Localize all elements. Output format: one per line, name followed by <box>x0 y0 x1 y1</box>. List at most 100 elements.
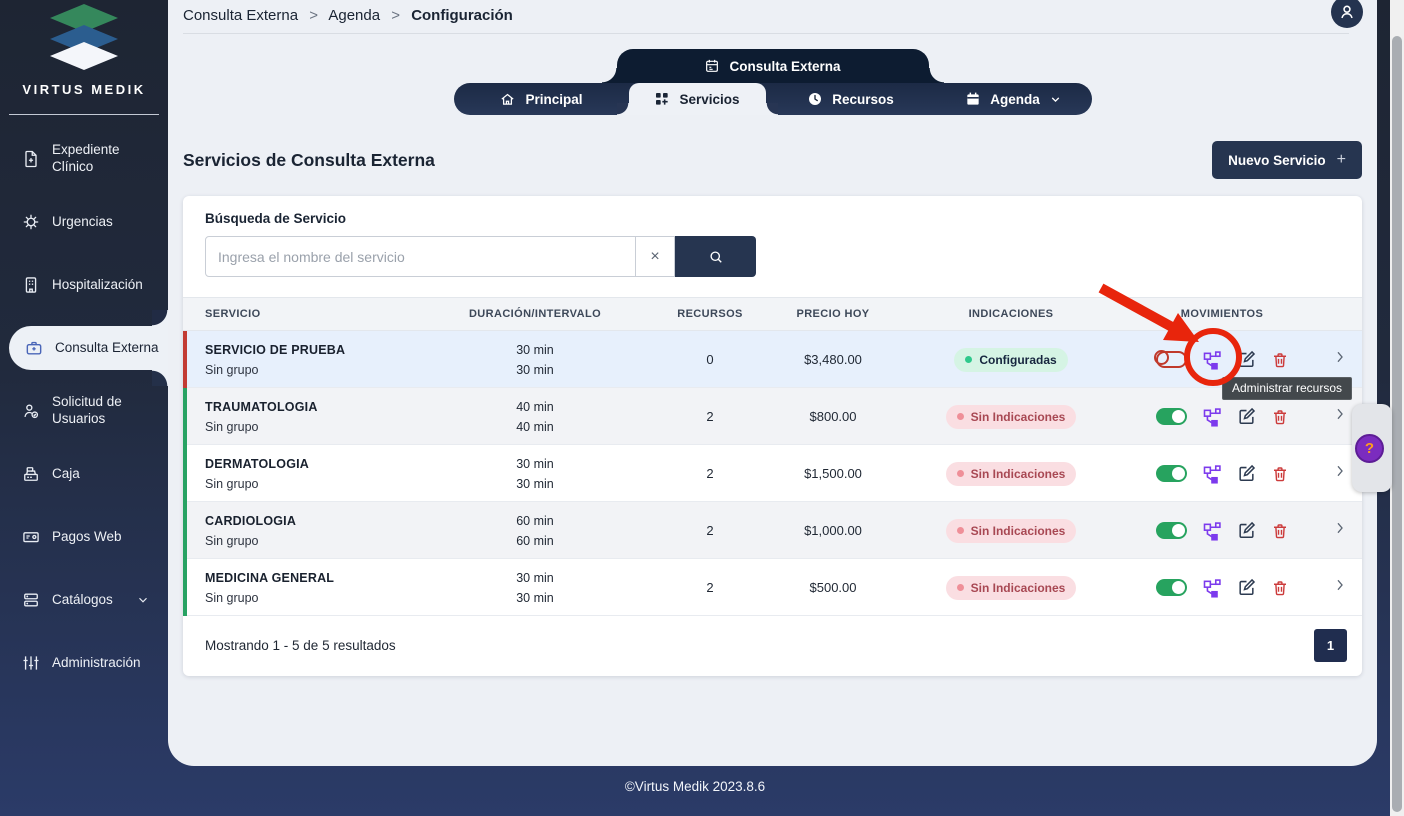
clear-search-button[interactable]: × <box>636 236 675 277</box>
search-input[interactable] <box>205 236 636 277</box>
module-tabs: Consulta Externa Principal Servicios Rec… <box>168 49 1377 115</box>
status-toggle[interactable] <box>1155 408 1187 425</box>
calendar-icon <box>706 59 719 72</box>
table-row[interactable]: MEDICINA GENERAL Sin grupo 30 min 30 min 2… <box>183 559 1362 616</box>
search-button[interactable] <box>675 236 756 277</box>
manage-resources-icon[interactable] <box>1202 464 1222 484</box>
calendar-icon <box>967 92 979 105</box>
breadcrumb-separator: > <box>309 7 319 24</box>
home-icon <box>501 93 515 105</box>
medical-bag-icon <box>26 341 42 355</box>
tab-recursos[interactable]: Recursos <box>766 83 936 115</box>
edit-icon[interactable] <box>1237 578 1256 597</box>
sidebar-item-urgencias[interactable]: Urgencias <box>0 200 168 244</box>
chevron-down-icon <box>1051 96 1059 102</box>
chevron-right-icon <box>1337 465 1343 477</box>
server-stack-icon <box>24 593 38 607</box>
sidebar-item-catalogos[interactable]: Catálogos <box>0 578 168 622</box>
page-title: Servicios de Consulta Externa <box>183 149 435 170</box>
delete-icon[interactable] <box>1271 408 1289 426</box>
row-accent <box>183 559 187 616</box>
app-footer: ©Virtus Medik 2023.8.6 <box>624 779 766 794</box>
module-tab-consulta-externa[interactable]: Consulta Externa <box>601 49 944 83</box>
table-row[interactable]: TRAUMATOLOGIA Sin grupo 40 min 40 min 2 $8… <box>183 388 1362 445</box>
chevron-right-icon <box>1337 351 1343 363</box>
breadcrumb: Consulta Externa > Agenda > Configuració… <box>168 0 1377 33</box>
chevron-right-icon <box>1337 522 1343 534</box>
sidebar-item-solicitud-usuarios[interactable]: Solicitud de Usuarios <box>0 389 168 433</box>
manage-resources-icon[interactable] <box>1202 350 1222 370</box>
row-expand-chevron[interactable] <box>1318 577 1362 598</box>
indications-badge: Sin Indicaciones <box>945 404 1077 429</box>
search-icon <box>709 250 722 263</box>
row-accent <box>183 331 187 388</box>
user-check-icon <box>24 404 39 419</box>
row-expand-chevron[interactable] <box>1318 463 1362 484</box>
status-toggle[interactable] <box>1155 522 1187 539</box>
tab-bar: Principal Servicios Recursos Agenda <box>453 83 1092 115</box>
table-row[interactable]: CARDIOLOGIA Sin grupo 60 min 60 min 2 $1,0… <box>183 502 1362 559</box>
row-expand-chevron[interactable] <box>1318 406 1362 427</box>
delete-icon[interactable] <box>1271 351 1289 369</box>
delete-icon[interactable] <box>1271 465 1289 483</box>
row-accent <box>183 445 187 502</box>
manage-resources-icon[interactable] <box>1202 521 1222 541</box>
row-accent <box>183 502 187 559</box>
search-label: Búsqueda de Servicio <box>205 211 347 226</box>
status-toggle[interactable] <box>1153 350 1187 368</box>
help-button[interactable]: ? <box>1355 434 1384 463</box>
breadcrumb-consulta-externa[interactable]: Consulta Externa <box>183 7 299 24</box>
sidebar-item-hospitalizacion[interactable]: Hospitalización <box>0 263 168 307</box>
column-header: MOVIMIENTOS <box>1180 308 1264 320</box>
header-divider <box>183 33 1349 34</box>
edit-icon[interactable] <box>1237 350 1256 369</box>
row-expand-chevron[interactable] <box>1318 349 1362 370</box>
table-row[interactable]: DERMATOLOGIA Sin grupo 30 min 30 min 2 $1,… <box>183 445 1362 502</box>
row-expand-chevron[interactable] <box>1318 520 1362 541</box>
breadcrumb-agenda[interactable]: Agenda <box>328 7 381 24</box>
column-header: SERVICIO <box>205 308 261 320</box>
sidebar-item-expediente-clinico[interactable]: Expediente Clínico <box>0 137 168 181</box>
pagination-page-1[interactable]: 1 <box>1314 629 1347 662</box>
brand-name: VIRTUS MEDIK <box>22 82 146 97</box>
tooltip-administrar-recursos: Administrar recursos <box>1222 377 1353 400</box>
status-toggle[interactable] <box>1155 465 1187 482</box>
medical-file-icon <box>25 150 37 168</box>
edit-icon[interactable] <box>1237 464 1256 483</box>
manage-resources-icon[interactable] <box>1202 407 1222 427</box>
sidebar-item-administracion[interactable]: Administración <box>0 641 168 685</box>
close-icon: × <box>650 247 660 265</box>
virus-icon <box>23 214 39 230</box>
cash-register-icon <box>24 467 38 481</box>
scrollbar-thumb[interactable] <box>1392 36 1402 812</box>
chevron-right-icon <box>1337 579 1343 591</box>
new-service-button[interactable]: Nuevo Servicio + <box>1212 141 1362 179</box>
sidebar-item-caja[interactable]: Caja <box>0 452 168 496</box>
chevron-down-icon <box>138 597 147 603</box>
breadcrumb-separator: > <box>391 7 401 24</box>
user-avatar[interactable] <box>1331 0 1363 28</box>
status-toggle[interactable] <box>1155 579 1187 596</box>
edit-icon[interactable] <box>1237 521 1256 540</box>
person-icon <box>1341 5 1353 19</box>
tab-servicios[interactable]: Servicios <box>616 83 778 115</box>
sliders-icon <box>23 656 39 670</box>
edit-icon[interactable] <box>1237 407 1256 426</box>
sidebar-nav: Expediente Clínico Urgencias Hospitaliza… <box>0 137 168 685</box>
clock-icon <box>809 93 822 105</box>
sidebar-item-pagos-web[interactable]: Pagos Web <box>0 515 168 559</box>
column-header: DURACIÓN/INTERVALO <box>468 308 602 320</box>
manage-resources-icon[interactable] <box>1202 578 1222 598</box>
table-row[interactable]: SERVICIO DE PRUEBA Sin grupo 30 min 30 min… <box>183 331 1362 388</box>
delete-icon[interactable] <box>1271 579 1289 597</box>
results-summary: Mostrando 1 - 5 de 5 resultados <box>205 638 396 653</box>
brand-logo <box>50 4 118 70</box>
tab-principal[interactable]: Principal <box>454 83 629 115</box>
tab-agenda[interactable]: Agenda <box>936 83 1092 115</box>
chevron-right-icon <box>1337 408 1343 420</box>
column-header: INDICACIONES <box>968 308 1054 320</box>
delete-icon[interactable] <box>1271 522 1289 540</box>
sidebar-item-consulta-externa[interactable]: Consulta Externa <box>9 310 168 386</box>
sidebar: VIRTUS MEDIK Expediente Clínico Urgencia… <box>0 0 168 770</box>
